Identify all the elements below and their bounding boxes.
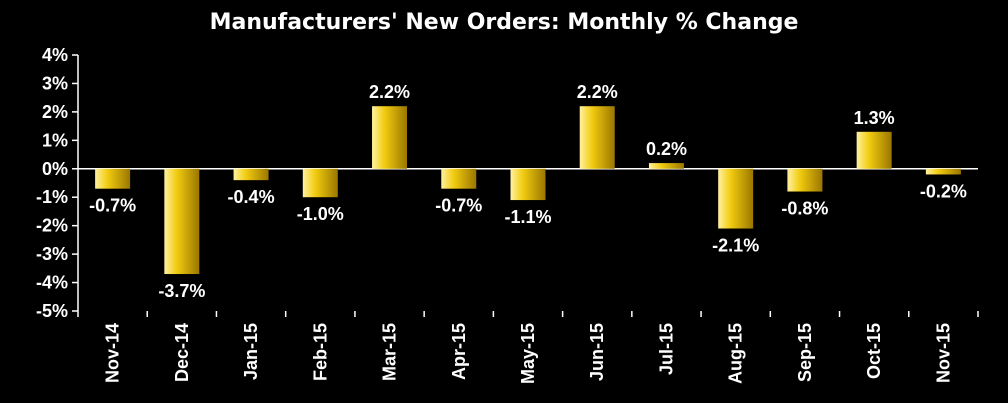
data-label: 1.3%: [854, 108, 895, 128]
data-label: -0.2%: [920, 181, 967, 201]
bar: [95, 168, 131, 189]
chart-title: Manufacturers' New Orders: Monthly % Cha…: [209, 10, 799, 35]
y-tick-label: -3%: [36, 244, 68, 264]
data-label: -3.7%: [158, 281, 205, 301]
data-label: 2.2%: [369, 82, 410, 102]
bar: [579, 106, 615, 169]
y-tick-label: -2%: [36, 216, 68, 236]
data-label: 0.2%: [646, 139, 687, 159]
category-label: Apr-15: [449, 323, 469, 380]
bar: [718, 168, 754, 229]
y-tick-label: 2%: [42, 102, 68, 122]
y-tick-label: 4%: [42, 45, 68, 65]
y-tick-label: -5%: [36, 301, 68, 321]
data-label: 2.2%: [577, 82, 618, 102]
data-label: -0.7%: [89, 196, 136, 216]
category-label: Dec-14: [172, 323, 192, 382]
category-label: Jul-15: [656, 323, 676, 375]
y-tick-label: -1%: [36, 187, 68, 207]
bar: [302, 168, 338, 198]
bar: [856, 131, 892, 169]
category-label: Feb-15: [310, 323, 330, 381]
bar: [510, 168, 546, 201]
bar: [787, 168, 823, 192]
data-label: -1.0%: [297, 204, 344, 224]
y-tick-label: 3%: [42, 73, 68, 93]
bar: [925, 168, 961, 175]
data-label: -0.8%: [781, 199, 828, 219]
category-label: Sep-15: [795, 323, 815, 382]
category-label: Jan-15: [241, 323, 261, 380]
category-label: May-15: [518, 323, 538, 384]
bar: [648, 163, 684, 169]
category-label: Jun-15: [587, 323, 607, 381]
bar: [441, 168, 477, 189]
category-label: Aug-15: [726, 323, 746, 384]
data-label: -0.4%: [228, 187, 275, 207]
y-tick-label: 1%: [42, 130, 68, 150]
data-label: -2.1%: [712, 236, 759, 256]
data-label: -1.1%: [504, 207, 551, 227]
bar: [164, 168, 200, 275]
bar: [372, 106, 408, 169]
y-tick-label: -4%: [36, 273, 68, 293]
category-label: Mar-15: [380, 323, 400, 381]
data-label: -0.7%: [435, 196, 482, 216]
bar: [233, 168, 269, 181]
category-label: Nov-15: [933, 323, 953, 383]
category-label: Nov-14: [103, 323, 123, 383]
category-label: Oct-15: [864, 323, 884, 379]
y-tick-label: 0%: [42, 159, 68, 179]
